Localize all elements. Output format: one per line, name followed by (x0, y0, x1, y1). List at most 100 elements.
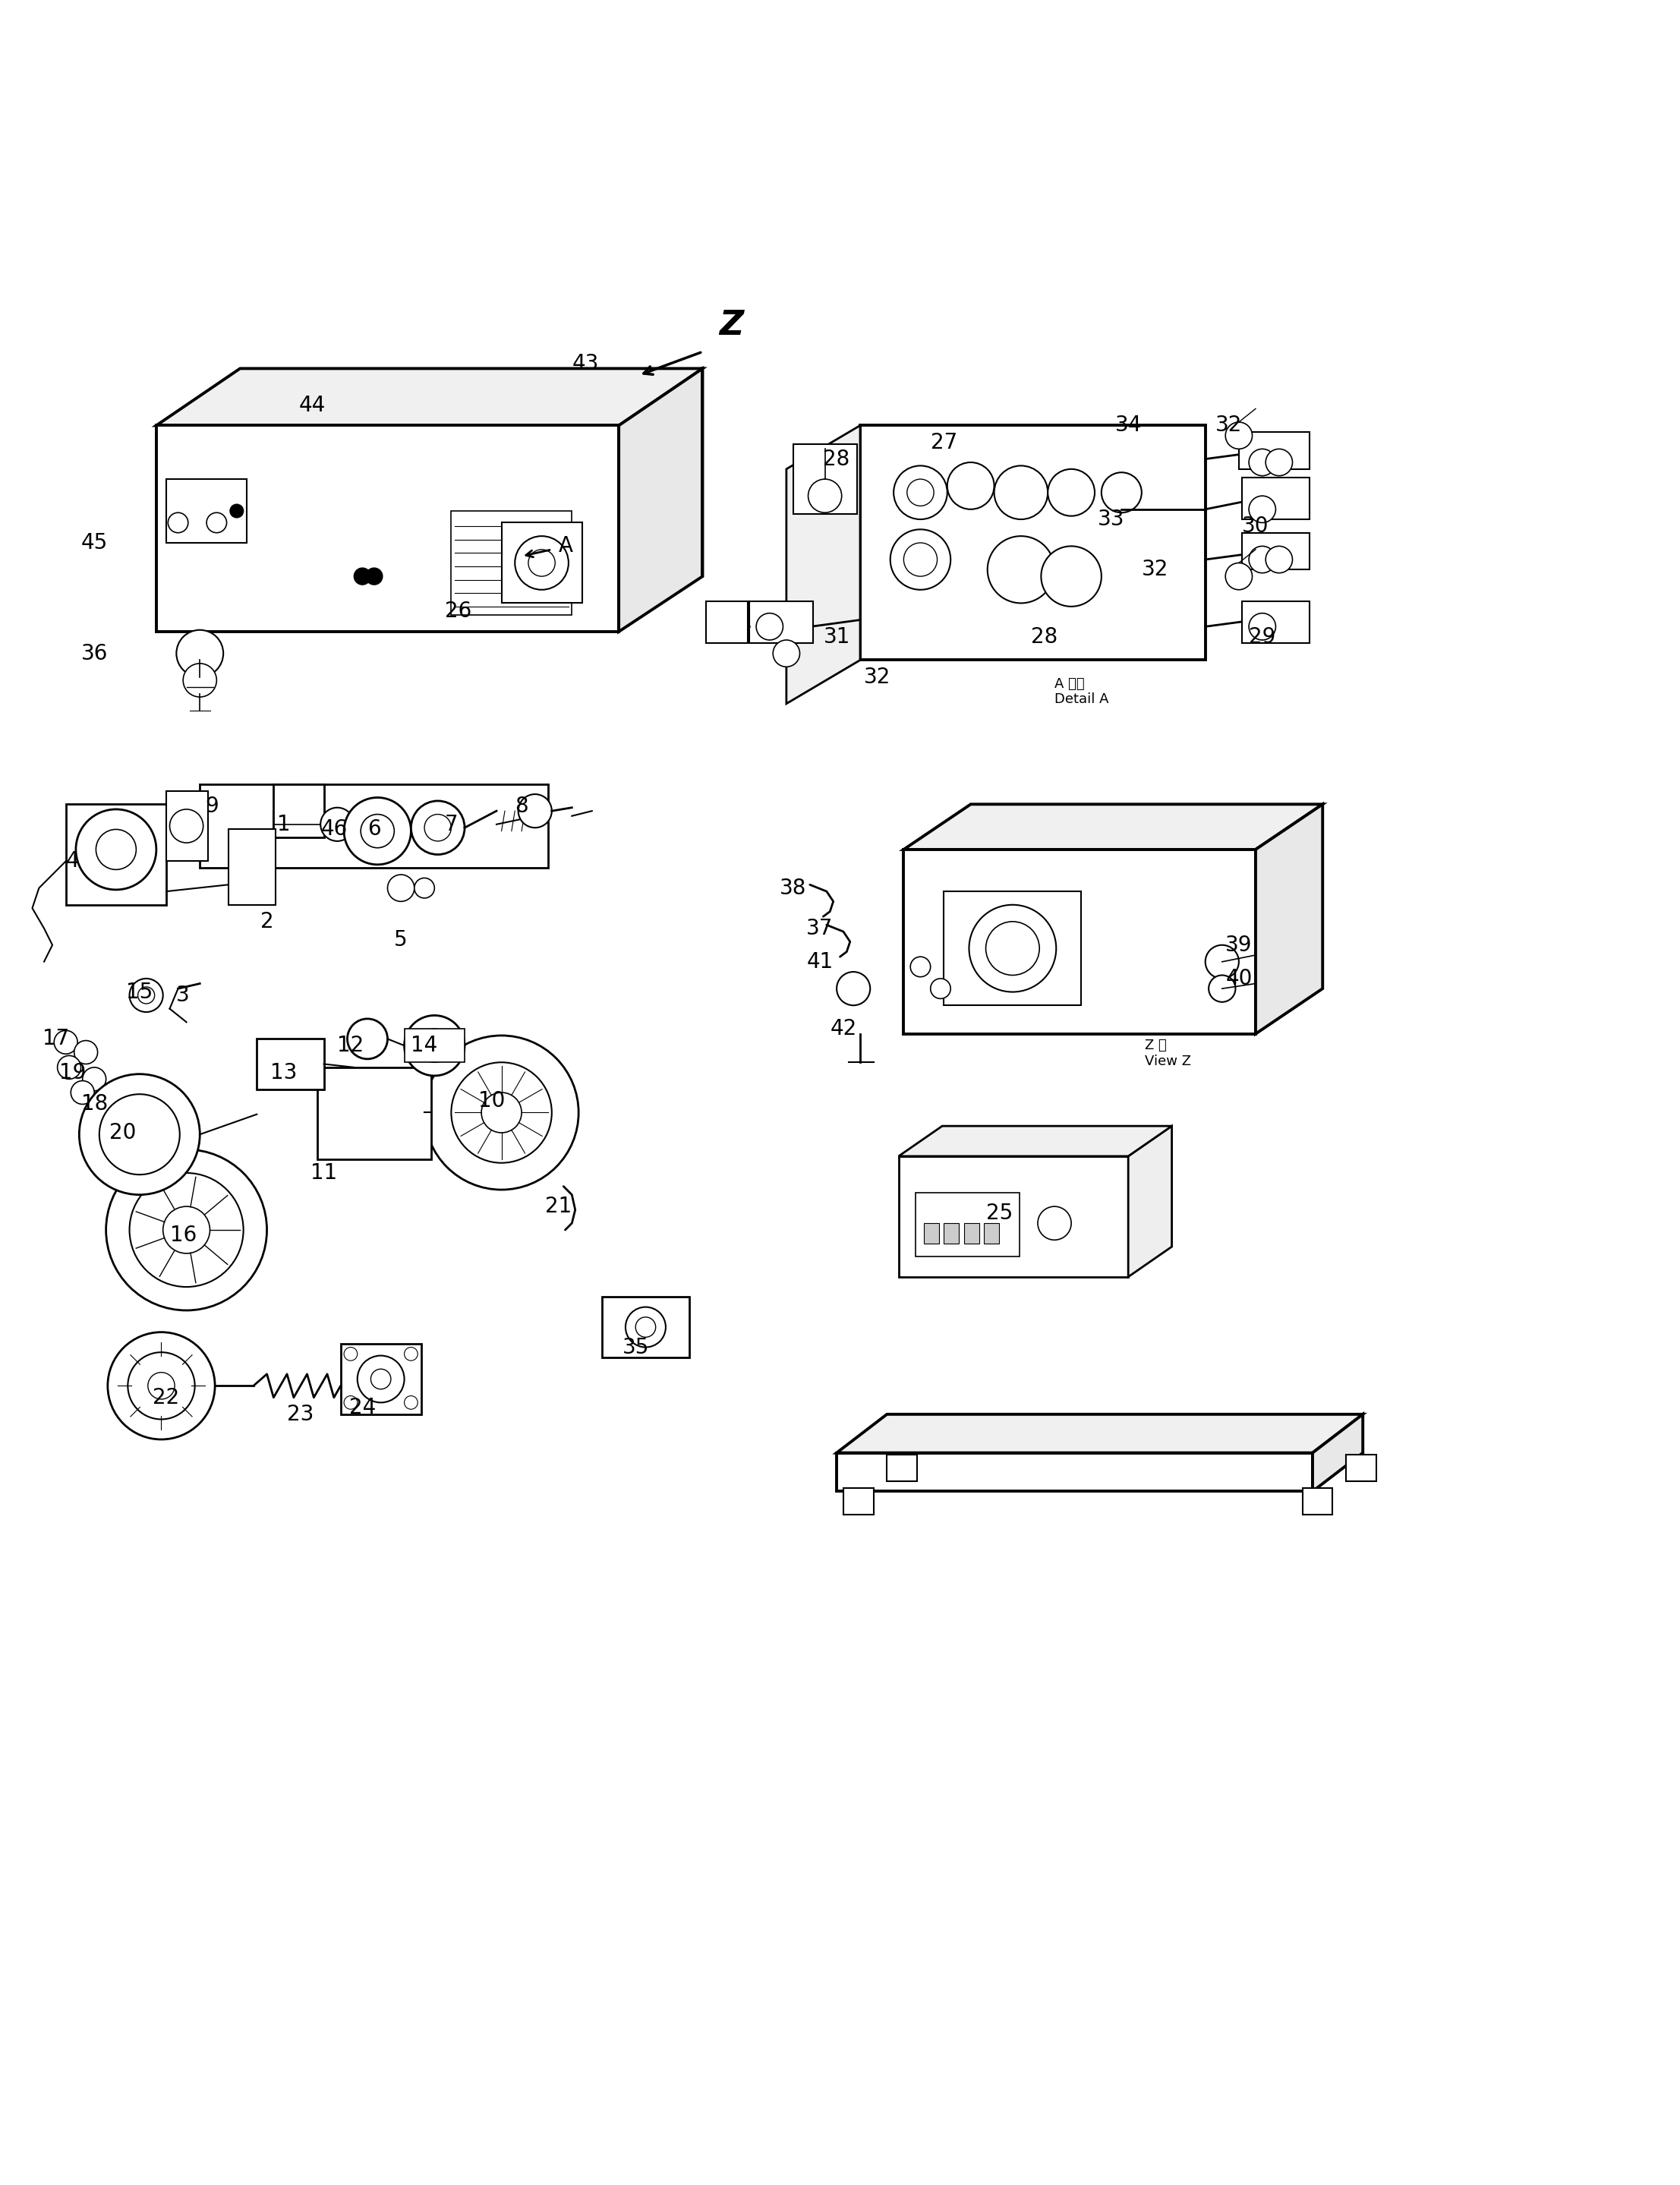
Bar (944, 891, 1082, 1005)
Circle shape (418, 1029, 452, 1062)
Bar (257, 1038, 324, 1088)
Bar (166, 479, 247, 542)
Bar (964, 1224, 979, 1243)
Text: 38: 38 (780, 878, 806, 898)
Circle shape (517, 793, 551, 828)
Bar (887, 1455, 917, 1481)
Circle shape (361, 815, 395, 848)
Circle shape (344, 1348, 358, 1361)
Bar (405, 1029, 465, 1062)
Circle shape (354, 568, 371, 586)
Circle shape (412, 802, 465, 854)
Circle shape (1102, 472, 1142, 513)
Polygon shape (156, 426, 618, 631)
Polygon shape (618, 369, 702, 631)
Circle shape (207, 513, 227, 533)
Bar (341, 1344, 422, 1414)
Text: 31: 31 (823, 627, 850, 647)
Polygon shape (899, 1125, 1173, 1156)
Circle shape (57, 1055, 81, 1079)
Text: A 詳細
Detail A: A 詳細 Detail A (1055, 677, 1109, 706)
Circle shape (99, 1095, 180, 1176)
Circle shape (986, 922, 1040, 975)
Bar (1242, 533, 1309, 570)
Circle shape (128, 1353, 195, 1420)
Text: 17: 17 (42, 1029, 69, 1049)
Text: 21: 21 (544, 1195, 571, 1217)
Circle shape (344, 798, 412, 865)
Circle shape (911, 957, 931, 977)
Bar (944, 1224, 959, 1243)
Circle shape (1248, 448, 1275, 476)
Circle shape (148, 1372, 175, 1398)
Text: 36: 36 (81, 642, 108, 664)
Circle shape (54, 1031, 77, 1053)
Circle shape (321, 808, 354, 841)
Bar (1242, 601, 1309, 642)
Text: 32: 32 (1142, 559, 1169, 581)
Circle shape (79, 1075, 200, 1195)
Circle shape (969, 905, 1057, 992)
Polygon shape (837, 1414, 1362, 1453)
Bar (274, 784, 324, 837)
Text: 3: 3 (176, 985, 190, 1005)
Circle shape (176, 629, 223, 677)
Text: 10: 10 (479, 1090, 506, 1112)
Bar (749, 601, 813, 642)
Polygon shape (156, 369, 702, 426)
Circle shape (514, 535, 568, 590)
Circle shape (773, 640, 800, 666)
Text: 15: 15 (126, 981, 153, 1003)
Circle shape (405, 1016, 465, 1075)
Text: Z: Z (719, 308, 744, 341)
Circle shape (344, 1396, 358, 1409)
Circle shape (99, 1088, 123, 1112)
Text: 7: 7 (445, 813, 459, 835)
Circle shape (452, 1062, 551, 1162)
Text: 39: 39 (1225, 935, 1252, 955)
Text: 37: 37 (806, 918, 833, 940)
Bar (502, 522, 581, 603)
Bar (924, 1224, 939, 1243)
Text: 8: 8 (514, 795, 528, 817)
Text: 44: 44 (299, 395, 326, 415)
Circle shape (129, 979, 163, 1012)
Text: 11: 11 (311, 1162, 338, 1184)
Circle shape (1048, 470, 1095, 516)
Circle shape (168, 513, 188, 533)
Text: 4: 4 (66, 850, 79, 872)
Text: 40: 40 (1225, 968, 1252, 990)
Text: 19: 19 (59, 1062, 86, 1084)
Polygon shape (1255, 804, 1322, 1034)
Circle shape (890, 529, 951, 590)
Bar (318, 1066, 432, 1160)
Circle shape (163, 1206, 210, 1254)
Bar (843, 1488, 874, 1514)
Circle shape (995, 465, 1048, 520)
Circle shape (76, 808, 156, 889)
Text: 46: 46 (321, 819, 348, 839)
Bar (200, 784, 548, 867)
Text: 24: 24 (349, 1396, 376, 1418)
Circle shape (96, 830, 136, 870)
Polygon shape (904, 850, 1255, 1034)
Text: 42: 42 (830, 1018, 857, 1040)
Text: 29: 29 (1248, 627, 1275, 647)
Text: 23: 23 (287, 1403, 314, 1425)
Circle shape (358, 1355, 405, 1403)
Text: 13: 13 (270, 1062, 297, 1084)
Bar (916, 1193, 1020, 1256)
Circle shape (1208, 975, 1235, 1003)
Circle shape (388, 874, 415, 902)
Circle shape (1038, 1206, 1072, 1239)
Circle shape (894, 465, 948, 520)
Circle shape (837, 972, 870, 1005)
Text: 6: 6 (368, 819, 381, 839)
Circle shape (756, 614, 783, 640)
Circle shape (931, 979, 951, 999)
Polygon shape (904, 804, 1322, 850)
Circle shape (988, 535, 1055, 603)
Text: 32: 32 (1215, 415, 1242, 437)
Circle shape (71, 1082, 94, 1103)
Polygon shape (1129, 1125, 1173, 1276)
